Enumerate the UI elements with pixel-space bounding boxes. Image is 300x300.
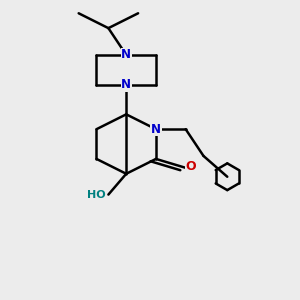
Text: O: O [186,160,196,173]
Text: N: N [121,78,131,91]
Text: HO: HO [87,190,105,200]
Text: N: N [121,48,131,62]
Text: N: N [151,123,161,136]
